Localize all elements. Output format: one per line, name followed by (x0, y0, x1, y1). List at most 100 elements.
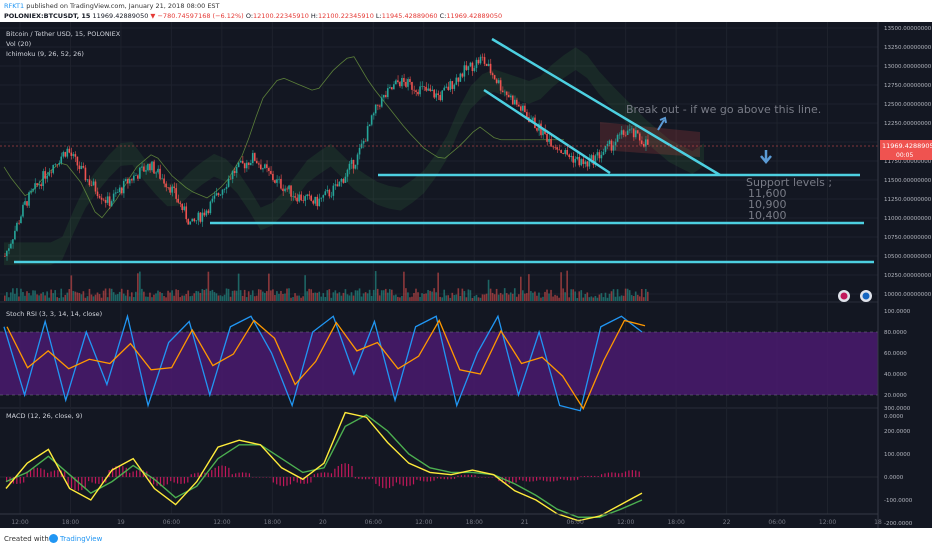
stoch-tick-label: 100.0000 (884, 309, 911, 315)
candle (497, 80, 500, 83)
macd-histogram-bar (546, 477, 548, 482)
candle (100, 197, 103, 200)
candle (638, 133, 641, 141)
close-label: C: (439, 12, 447, 20)
volume-bar (568, 297, 570, 301)
candle (84, 167, 87, 181)
last-price: 11969.42889050 (92, 12, 149, 20)
macd-histogram-bar (125, 467, 127, 477)
macd-histogram-bar (259, 477, 261, 478)
volume-bar (48, 297, 50, 301)
candle (594, 155, 597, 165)
author-link[interactable]: RFKT1 (4, 2, 25, 10)
candle (636, 130, 639, 134)
volume-bar (340, 295, 343, 301)
macd-histogram-bar (313, 474, 315, 477)
candle (386, 88, 389, 98)
candle (247, 162, 250, 166)
volume-bar (268, 273, 270, 301)
chart-header: RFKT1 published on TradingView.com, Janu… (0, 0, 932, 22)
candle (201, 212, 204, 222)
volume-bar (395, 294, 397, 301)
macd-histogram-bar (218, 466, 220, 477)
volume-bar (290, 297, 292, 301)
volume-bar (405, 288, 407, 301)
macd-histogram-bar (320, 472, 322, 477)
volume-bar (433, 288, 435, 301)
volume-bar (96, 292, 99, 301)
volume-bar (356, 290, 359, 301)
macd-histogram-bar (207, 473, 209, 477)
volume-bar (189, 296, 192, 301)
macd-histogram-bar (98, 477, 100, 484)
tradingview-brand-link[interactable]: TradingView (60, 535, 103, 543)
volume-bar (316, 292, 319, 301)
volume-bar (78, 292, 81, 301)
volume-bar (294, 293, 296, 301)
macd-histogram-bar (573, 477, 575, 481)
macd-line (5, 411, 643, 522)
volume-bar (28, 293, 30, 301)
volume-bar (181, 295, 183, 301)
volume-bar (499, 292, 502, 301)
volume-bar (522, 290, 524, 301)
candle (380, 97, 383, 107)
tradingview-logo-icon (49, 534, 58, 543)
candle (644, 139, 647, 147)
volume-bar (124, 295, 127, 301)
macd-histogram-bar (600, 474, 603, 477)
candle (253, 153, 256, 161)
volume-bar (314, 292, 317, 301)
candle (344, 176, 347, 183)
macd-histogram-bar (70, 477, 73, 489)
candle (286, 188, 288, 190)
candle (378, 105, 381, 107)
event-flag-icon-2[interactable] (860, 290, 872, 302)
volume-bar (237, 273, 240, 301)
volume-bar (443, 289, 446, 301)
volume-bar (16, 288, 18, 301)
macd-histogram-bar (286, 477, 288, 486)
volume-bar (644, 288, 647, 301)
volume-bar (153, 294, 155, 301)
low-label: L: (375, 12, 382, 20)
candle (227, 178, 230, 187)
volume-bar (298, 295, 300, 301)
volume-bar (582, 297, 585, 301)
candle (614, 141, 617, 146)
volume-bar (501, 294, 504, 301)
volume-bar (483, 294, 486, 301)
candle (318, 198, 321, 207)
chart-canvas[interactable]: 12:00 18:00 19 06:00 12:00 18:00 20 06:00 12:00 1… (0, 22, 932, 528)
candle (515, 99, 518, 105)
candle (126, 179, 129, 184)
macd-histogram-bar (587, 475, 589, 477)
macd-histogram-bar (351, 465, 353, 477)
candle (366, 126, 369, 142)
volume-bar (459, 295, 462, 301)
chart-area[interactable]: 12:00 18:00 19 06:00 12:00 18:00 20 06:00 12:00 1… (0, 22, 932, 528)
macd-histogram-bar (371, 477, 374, 479)
candle (259, 164, 262, 170)
candle (517, 104, 520, 107)
candle (80, 166, 83, 170)
candle (356, 154, 359, 165)
candle (376, 104, 379, 106)
candle (233, 171, 236, 173)
candle (487, 63, 490, 66)
event-flag-icon[interactable] (838, 290, 850, 302)
candle (592, 155, 595, 165)
volume-bar (520, 276, 522, 301)
volume-bar (552, 296, 554, 301)
volume-bar (590, 296, 593, 301)
macd-histogram-bar (279, 477, 281, 486)
volume-bar (292, 297, 294, 301)
volume-bar (276, 291, 278, 301)
candle (8, 248, 10, 251)
volume-bar (546, 289, 548, 301)
volume-bar (205, 288, 208, 301)
volume-bar (112, 292, 115, 301)
candle (348, 163, 351, 170)
candle (177, 198, 179, 203)
volume-bar (511, 293, 514, 301)
